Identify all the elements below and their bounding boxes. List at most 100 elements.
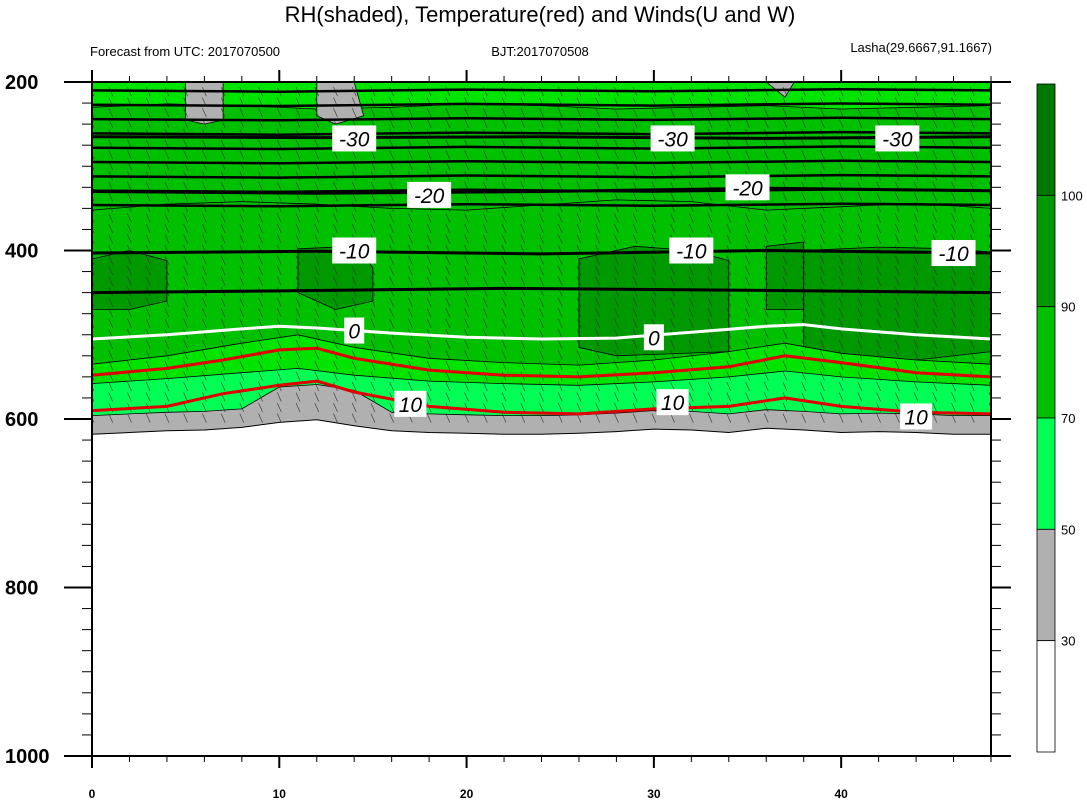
wind-barb [726,255,732,265]
wind-barb [464,108,469,118]
wind-barb [651,350,657,360]
contour-label-box [656,389,689,416]
wind-barb [370,339,376,349]
wind-barb [445,413,451,423]
wind-barb [632,213,638,223]
wind-barb [351,402,357,413]
wind-barb [258,339,263,349]
wind-barb [932,150,938,160]
wind-barb [145,318,151,328]
wind-barb [782,308,788,318]
wind-barb [145,213,151,223]
wind-barb [314,318,320,328]
wind-barb [913,266,919,276]
wind-barb [707,223,713,234]
wind-barb [92,312,95,318]
wind-barb [913,192,919,202]
colorbar-label: 90 [1061,300,1075,315]
wind-barb [464,223,469,234]
wind-barb [932,318,938,328]
wind-barb [239,402,245,413]
wind-barb [651,234,657,244]
wind-barb [483,339,488,349]
wind-barb [707,108,713,118]
wind-barb [951,318,956,328]
wind-barb [707,213,713,223]
wind-barb [670,213,675,223]
wind-barb [595,381,600,392]
wind-barb [951,150,956,160]
wind-barb [220,413,226,423]
wind-barb [913,108,919,118]
wind-barb [164,339,170,349]
wind-barb [557,350,563,360]
wind-barb [745,392,750,402]
wind-barb [951,276,956,286]
wind-barb [145,413,151,423]
wind-barb [745,150,750,160]
isotherm-line [92,116,991,122]
wind-barb [183,308,188,318]
wind-barb [782,223,788,234]
wind-barb [595,234,600,244]
wind-barb [445,350,451,360]
wind-barb [277,255,282,265]
wind-barb [333,308,338,318]
wind-barb [183,381,188,392]
wind-barb [857,97,863,107]
wind-barb [595,350,600,360]
wind-barb [145,234,151,244]
wind-barb [370,108,376,118]
colorbar-swatch [1036,306,1056,419]
wind-barb [389,108,394,118]
wind-barb [108,255,114,265]
wind-barb [333,223,338,234]
wind-barb [876,234,881,244]
wind-barb [801,402,806,413]
wind-barb [314,392,320,402]
wind-barb [707,392,713,402]
wind-barb [501,234,507,244]
isotherm-line [92,159,991,165]
wind-barb [707,318,713,328]
wind-barb [988,255,991,261]
wind-barb [820,213,825,223]
wind-barb [988,86,991,93]
wind-barb [202,223,207,234]
wind-barb [92,280,95,286]
wind-barb [782,371,788,381]
contour-label-box [407,181,452,208]
wind-barb [464,276,469,286]
wind-barb [820,413,825,423]
wind-barb [801,329,806,339]
wind-barb [295,329,301,339]
wind-barb [314,276,320,286]
wind-barb [258,202,263,213]
wind-barb [92,333,95,339]
wind-barb [145,266,151,276]
wind-barb [876,108,881,118]
wind-barb [220,276,226,286]
wind-barb [92,196,95,202]
wind-barb [614,234,619,244]
wind-barb [258,360,263,371]
wind-barb [726,371,732,381]
wind-barb [445,371,451,381]
wind-barb [426,255,432,265]
wind-barb [464,308,469,318]
wind-barb [651,392,657,402]
wind-barb [857,276,863,286]
wind-barb [202,192,207,202]
wind-barb [445,213,451,223]
wind-barb [501,276,507,286]
wind-barb [614,266,619,276]
wind-barb [782,266,788,276]
wind-barb [913,223,919,234]
wind-barb [408,339,413,349]
wind-barb [239,339,245,349]
wind-barb [857,413,863,423]
wind-barb [876,150,881,160]
wind-barb [164,234,170,244]
isotherm-line [92,135,991,140]
wind-barb [763,255,769,265]
